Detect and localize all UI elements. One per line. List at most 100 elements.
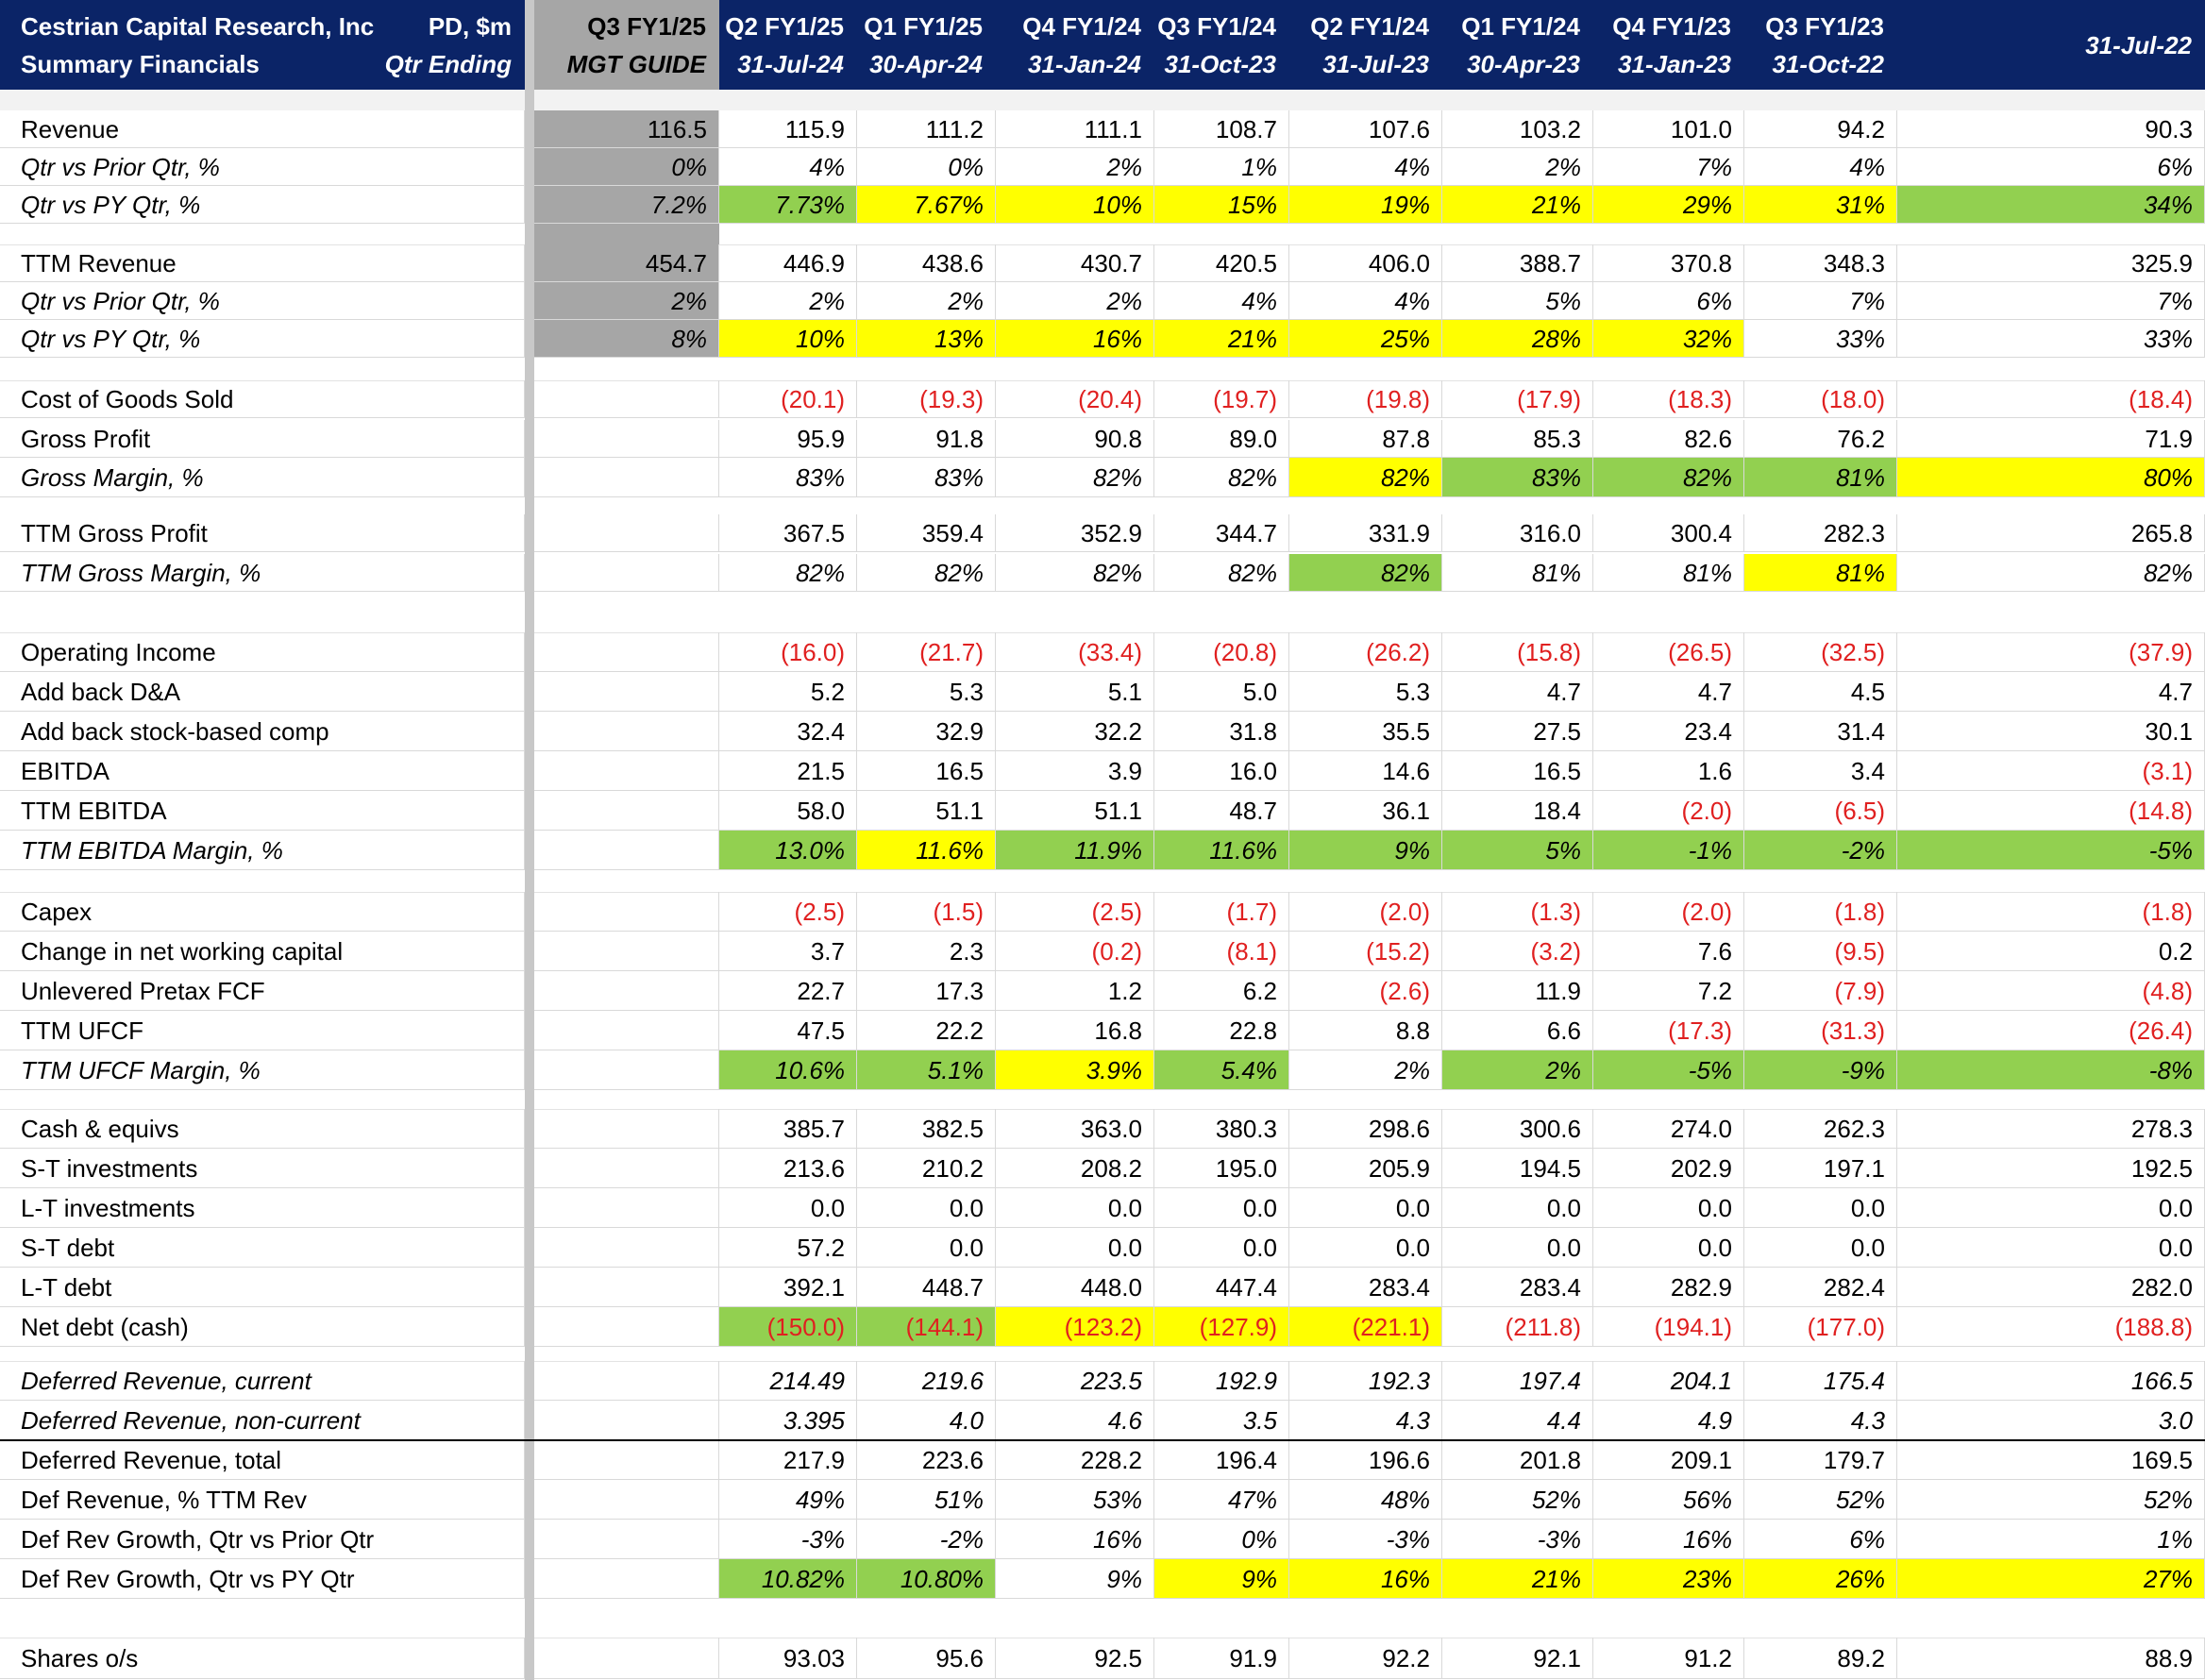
header-period-column[interactable]: Q2 FY1/24 31-Jul-23 [1289,0,1442,90]
value-cell[interactable]: 420.5 [1154,244,1289,282]
value-cell[interactable]: 111.1 [996,110,1154,148]
value-cell[interactable]: (6.5) [1744,791,1897,831]
value-cell[interactable]: 0.0 [1897,1188,2205,1228]
header-period-column[interactable]: 31-Jul-22 [1897,0,2205,90]
row-label[interactable]: TTM EBITDA [0,791,378,831]
value-cell[interactable]: (20.4) [996,380,1154,418]
value-cell[interactable]: (2.5) [996,892,1154,932]
value-cell[interactable]: 82.6 [1593,420,1744,458]
value-cell[interactable]: 0.0 [857,1188,996,1228]
value-cell[interactable]: 82% [996,458,1154,497]
value-cell[interactable]: (16.0) [719,632,857,672]
empty-cell[interactable] [378,971,525,1011]
value-cell[interactable]: (18.3) [1593,380,1744,418]
value-cell[interactable]: (26.2) [1289,632,1442,672]
value-cell[interactable]: 192.3 [1289,1361,1442,1401]
row-label[interactable]: Qtr vs Prior Qtr, % [0,282,378,320]
row-label[interactable]: Cost of Goods Sold [0,380,378,418]
guide-value-cell[interactable] [534,1188,719,1228]
value-cell[interactable]: 325.9 [1897,244,2205,282]
value-cell[interactable]: 282.0 [1897,1268,2205,1307]
value-cell[interactable]: 10.6% [719,1050,857,1090]
value-cell[interactable]: 83% [1442,458,1593,497]
value-cell[interactable]: (18.0) [1744,380,1897,418]
guide-value-cell[interactable] [534,712,719,751]
empty-cell[interactable] [378,791,525,831]
empty-cell[interactable] [378,632,525,672]
value-cell[interactable]: 6.6 [1442,1011,1593,1050]
guide-value-cell[interactable] [534,1149,719,1188]
value-cell[interactable]: 31.8 [1154,712,1289,751]
row-label[interactable]: TTM UFCF Margin, % [0,1050,378,1090]
value-cell[interactable]: 3.0 [1897,1401,2205,1440]
header-period-column[interactable]: Q2 FY1/25 31-Jul-24 [719,0,857,90]
value-cell[interactable]: 115.9 [719,110,857,148]
value-cell[interactable]: 1.6 [1593,751,1744,791]
value-cell[interactable]: 175.4 [1744,1361,1897,1401]
value-cell[interactable]: 363.0 [996,1109,1154,1149]
guide-value-cell[interactable] [534,751,719,791]
value-cell[interactable]: (144.1) [857,1307,996,1347]
row-label[interactable]: Qtr vs Prior Qtr, % [0,148,378,186]
guide-value-cell[interactable] [534,791,719,831]
empty-cell[interactable] [378,244,525,282]
value-cell[interactable]: (9.5) [1744,932,1897,971]
value-cell[interactable]: (123.2) [996,1307,1154,1347]
value-cell[interactable]: 82% [996,554,1154,592]
value-cell[interactable]: 367.5 [719,514,857,552]
value-cell[interactable]: 3.9% [996,1050,1154,1090]
value-cell[interactable]: 194.5 [1442,1149,1593,1188]
value-cell[interactable]: (18.4) [1897,380,2205,418]
value-cell[interactable]: 16.5 [1442,751,1593,791]
value-cell[interactable]: 219.6 [857,1361,996,1401]
row-label[interactable]: Unlevered Pretax FCF [0,971,378,1011]
value-cell[interactable]: 52% [1442,1480,1593,1520]
value-cell[interactable]: (188.8) [1897,1307,2205,1347]
empty-cell[interactable] [378,1307,525,1347]
value-cell[interactable]: 5.1% [857,1050,996,1090]
value-cell[interactable]: (2.6) [1289,971,1442,1011]
value-cell[interactable]: 82% [1593,458,1744,497]
value-cell[interactable]: 22.7 [719,971,857,1011]
value-cell[interactable]: 95.6 [857,1638,996,1679]
value-cell[interactable]: 2% [1442,148,1593,186]
empty-cell[interactable] [378,1149,525,1188]
value-cell[interactable]: 223.5 [996,1361,1154,1401]
value-cell[interactable]: 196.4 [1154,1440,1289,1480]
value-cell[interactable]: 278.3 [1897,1109,2205,1149]
row-label[interactable]: Operating Income [0,632,378,672]
value-cell[interactable]: 108.7 [1154,110,1289,148]
value-cell[interactable]: 283.4 [1289,1268,1442,1307]
value-cell[interactable]: 406.0 [1289,244,1442,282]
value-cell[interactable]: 52% [1897,1480,2205,1520]
value-cell[interactable]: 9% [1289,831,1442,870]
guide-value-cell[interactable]: 7.2% [534,186,719,224]
value-cell[interactable]: 82% [1289,458,1442,497]
value-cell[interactable]: (26.4) [1897,1011,2205,1050]
value-cell[interactable]: 0% [857,148,996,186]
value-cell[interactable]: 22.8 [1154,1011,1289,1050]
row-label[interactable]: S-T debt [0,1228,378,1268]
value-cell[interactable]: 166.5 [1897,1361,2205,1401]
value-cell[interactable]: 204.1 [1593,1361,1744,1401]
guide-value-cell[interactable] [534,1440,719,1480]
value-cell[interactable]: 0% [1154,1520,1289,1559]
value-cell[interactable]: 0.0 [1593,1188,1744,1228]
value-cell[interactable]: 2% [719,282,857,320]
row-label[interactable]: Gross Profit [0,420,378,458]
value-cell[interactable]: 83% [857,458,996,497]
value-cell[interactable]: 5.1 [996,672,1154,712]
row-label[interactable]: S-T investments [0,1149,378,1188]
value-cell[interactable]: 16.8 [996,1011,1154,1050]
value-cell[interactable]: 32.4 [719,712,857,751]
value-cell[interactable]: 0.0 [1154,1188,1289,1228]
value-cell[interactable]: 359.4 [857,514,996,552]
empty-cell[interactable] [378,186,525,224]
value-cell[interactable]: 16% [1593,1520,1744,1559]
value-cell[interactable]: 388.7 [1442,244,1593,282]
value-cell[interactable]: 4.3 [1744,1401,1897,1440]
value-cell[interactable]: 10.80% [857,1559,996,1599]
empty-cell[interactable] [378,1228,525,1268]
value-cell[interactable]: 82% [1289,554,1442,592]
value-cell[interactable]: 16% [1289,1559,1442,1599]
